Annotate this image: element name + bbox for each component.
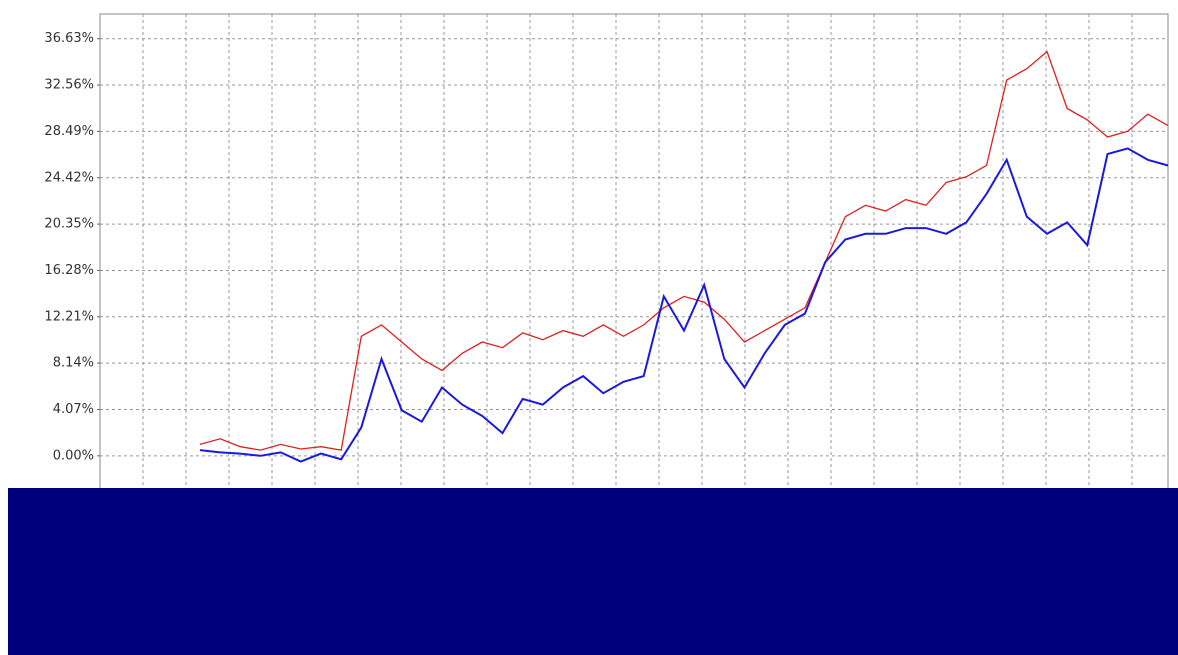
y-tick-label: 0.00% bbox=[53, 448, 94, 463]
y-tick-label: 36.63% bbox=[44, 31, 94, 46]
y-tick-label: 32.56% bbox=[44, 78, 94, 93]
glitch-block bbox=[8, 488, 1178, 655]
y-tick-label: 28.49% bbox=[44, 124, 94, 139]
y-tick-label: 24.42% bbox=[44, 170, 94, 185]
y-tick-label: 16.28% bbox=[44, 263, 94, 278]
y-tick-label: 8.14% bbox=[53, 356, 94, 371]
y-tick-label: 12.21% bbox=[44, 309, 94, 324]
y-tick-label: 4.07% bbox=[53, 402, 94, 417]
y-tick-label: 20.35% bbox=[44, 217, 94, 232]
chart: 0.00% 4.07% 8.14% 12.21% 16.28% 20.35% 24.42% 2… bbox=[0, 0, 1178, 655]
